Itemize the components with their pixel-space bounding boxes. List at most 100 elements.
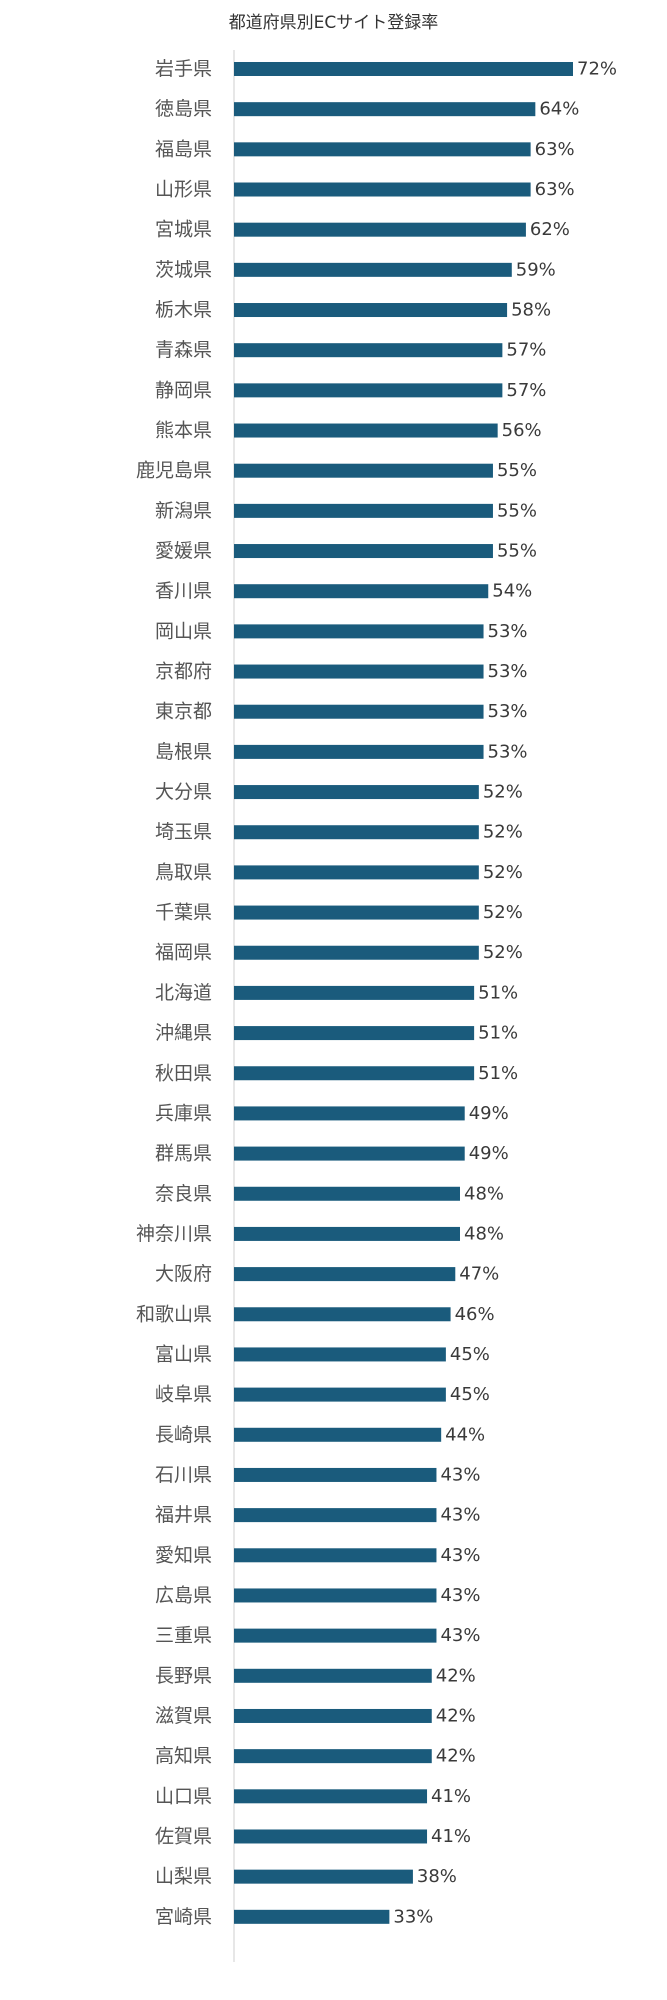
category-label: 静岡県: [155, 379, 212, 401]
bar: [234, 945, 479, 960]
category-label: 滋賀県: [155, 1705, 212, 1727]
value-label: 53%: [488, 741, 528, 762]
value-label: 52%: [483, 862, 523, 883]
bars: [234, 62, 573, 1924]
bar: [234, 825, 479, 840]
value-label: 43%: [440, 1585, 480, 1606]
bar: [234, 1307, 451, 1322]
value-label: 43%: [440, 1625, 480, 1646]
category-label: 岩手県: [155, 58, 212, 80]
value-label: 52%: [483, 902, 523, 923]
value-label: 53%: [488, 621, 528, 642]
category-label: 埼玉県: [155, 821, 212, 843]
category-label: 長野県: [155, 1665, 212, 1687]
bar: [234, 1467, 437, 1482]
value-label: 55%: [497, 500, 537, 521]
value-label: 43%: [440, 1545, 480, 1566]
category-label: 鹿児島県: [136, 460, 212, 482]
bar: [234, 1548, 437, 1563]
value-label: 57%: [506, 340, 546, 361]
bar: [234, 102, 536, 117]
value-labels: 72% 64% 63% 63% 62% 59% 58% 57% 57% 56% 55% 55% 55% 5…: [393, 59, 617, 1928]
category-label: 山梨県: [155, 1866, 212, 1888]
value-label: 63%: [535, 179, 575, 200]
category-label: 福井県: [155, 1504, 212, 1526]
bar: [234, 1387, 446, 1402]
bar: [234, 704, 484, 719]
value-label: 51%: [478, 1063, 518, 1084]
value-label: 52%: [483, 942, 523, 963]
bar: [234, 303, 508, 318]
category-label: 福島県: [155, 138, 212, 160]
value-label: 53%: [488, 701, 528, 722]
category-label: 秋田県: [155, 1062, 212, 1084]
bar: [234, 1186, 460, 1201]
category-label: 茨城県: [155, 259, 212, 281]
value-label: 55%: [497, 541, 537, 562]
category-label: 栃木県: [155, 299, 212, 321]
category-label: 愛知県: [155, 1544, 212, 1566]
category-label: 香川県: [155, 580, 212, 602]
bar: [234, 1708, 432, 1723]
category-label: 岐阜県: [155, 1384, 212, 1406]
value-label: 43%: [440, 1505, 480, 1526]
value-label: 62%: [530, 219, 570, 240]
bar: [234, 1066, 475, 1081]
value-label: 42%: [436, 1746, 476, 1767]
value-label: 59%: [516, 259, 556, 280]
bar: [234, 785, 479, 800]
bar: [234, 1267, 456, 1282]
category-label: 宮崎県: [155, 1906, 212, 1928]
category-label: 宮城県: [155, 219, 212, 241]
bar: [234, 584, 489, 599]
category-label: 大阪府: [155, 1263, 212, 1285]
category-label: 福岡県: [155, 942, 212, 964]
value-label: 53%: [488, 661, 528, 682]
category-label: 山口県: [155, 1785, 212, 1807]
category-label: 大分県: [155, 781, 212, 803]
value-label: 64%: [539, 99, 579, 120]
value-label: 46%: [455, 1304, 495, 1325]
value-label: 49%: [469, 1143, 509, 1164]
bar: [234, 1909, 390, 1924]
value-label: 41%: [431, 1826, 471, 1847]
bar: [234, 1226, 460, 1241]
bar: [234, 1106, 465, 1121]
category-label: 岡山県: [155, 620, 212, 642]
bar: [234, 222, 526, 237]
bar: [234, 423, 498, 438]
bar: [234, 1789, 428, 1804]
category-label: 群馬県: [155, 1143, 212, 1165]
value-label: 38%: [417, 1866, 457, 1887]
value-label: 52%: [483, 782, 523, 803]
bar: [234, 1146, 465, 1161]
bar: [234, 383, 503, 398]
bar: [234, 1829, 428, 1844]
bar: [234, 262, 512, 277]
bar: [234, 1628, 437, 1643]
category-label: 島根県: [155, 741, 212, 763]
category-label: 山形県: [155, 179, 212, 201]
category-label: 富山県: [155, 1343, 212, 1365]
category-label: 熊本県: [155, 420, 212, 442]
bar: [234, 1508, 437, 1523]
bar: [234, 865, 479, 880]
bar: [234, 1749, 432, 1764]
value-label: 42%: [436, 1665, 476, 1686]
value-label: 58%: [511, 300, 551, 321]
bar: [234, 503, 493, 518]
value-label: 57%: [506, 380, 546, 401]
category-labels: 岩手県徳島県福島県山形県宮城県茨城県栃木県青森県静岡県熊本県鹿児島県新潟県愛媛県…: [136, 58, 212, 1928]
value-label: 48%: [464, 1183, 504, 1204]
bar: [234, 1026, 475, 1041]
value-label: 55%: [497, 460, 537, 481]
category-label: 沖縄県: [155, 1022, 212, 1044]
value-label: 63%: [535, 139, 575, 160]
value-label: 47%: [459, 1264, 499, 1285]
value-label: 52%: [483, 822, 523, 843]
category-label: 東京都: [155, 701, 212, 723]
category-label: 石川県: [155, 1464, 212, 1486]
category-label: 高知県: [155, 1745, 212, 1767]
chart-title: 都道府県別ECサイト登録率: [228, 13, 439, 33]
